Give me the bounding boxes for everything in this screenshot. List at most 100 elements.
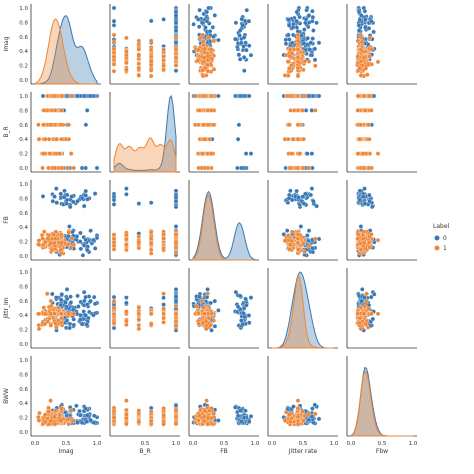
scatter-point-0: [233, 405, 237, 409]
scatter-point-1: [296, 39, 300, 43]
scatter-point-1: [42, 306, 46, 310]
scatter-point-0: [82, 290, 86, 294]
scatter-point-0: [84, 166, 88, 170]
scatter-point-1: [66, 242, 70, 246]
scatter-point-1: [202, 56, 206, 60]
scatter-point-1: [296, 74, 300, 78]
scatter-point-1: [112, 233, 116, 237]
scatter-point-0: [89, 229, 93, 233]
scatter-point-0: [249, 152, 253, 156]
scatter-point-0: [211, 25, 215, 29]
scatter-point-1: [49, 399, 53, 403]
scatter-point-0: [359, 224, 363, 228]
scatter-point-1: [288, 243, 292, 247]
scatter-point-1: [356, 312, 360, 316]
y-tick-label: 0.0: [19, 254, 28, 260]
scatter-point-1: [162, 320, 166, 324]
scatter-point-1: [367, 137, 371, 141]
y-tick-label: 0.2: [19, 328, 28, 334]
scatter-point-0: [359, 13, 363, 17]
scatter-point-0: [369, 295, 373, 299]
scatter-point-0: [369, 19, 373, 23]
scatter-point-0: [84, 295, 88, 299]
scatter-point-1: [59, 248, 63, 252]
scatter-point-0: [291, 25, 295, 29]
scatter-point-0: [124, 301, 128, 305]
scatter-point-0: [203, 25, 207, 29]
scatter-point-1: [112, 299, 116, 303]
scatter-point-1: [201, 306, 205, 310]
y-tick-label: 0.8: [19, 196, 28, 202]
scatter-point-1: [356, 55, 360, 59]
scatter-point-1: [149, 419, 153, 423]
scatter-point-0: [65, 198, 69, 202]
scatter-point-1: [359, 73, 363, 77]
scatter-point-0: [247, 321, 251, 325]
scatter-point-0: [290, 41, 294, 45]
y-tick-label: 0.2: [19, 64, 28, 70]
scatter-point-1: [43, 322, 47, 326]
scatter-point-1: [298, 152, 302, 156]
scatter-point-1: [137, 317, 141, 321]
scatter-point-0: [238, 28, 242, 32]
scatter-point-0: [315, 21, 319, 25]
scatter-point-1: [201, 40, 205, 44]
scatter-point-1: [301, 68, 305, 72]
scatter-point-1: [137, 409, 141, 413]
scatter-point-1: [112, 47, 116, 51]
scatter-point-1: [162, 413, 166, 417]
scatter-point-1: [41, 166, 45, 170]
scatter-point-0: [310, 187, 314, 191]
scatter-point-0: [287, 18, 291, 22]
scatter-point-0: [239, 166, 243, 170]
scatter-point-1: [212, 67, 216, 71]
scatter-point-1: [283, 137, 287, 141]
scatter-point-0: [244, 297, 248, 301]
scatter-point-1: [364, 66, 368, 70]
scatter-point-0: [242, 416, 246, 420]
scatter-point-1: [174, 409, 178, 413]
scatter-point-0: [307, 229, 311, 233]
scatter-point-1: [203, 137, 207, 141]
scatter-point-1: [67, 123, 71, 127]
scatter-point-1: [287, 54, 291, 58]
scatter-point-1: [112, 416, 116, 420]
scatter-point-1: [48, 152, 52, 156]
y-tick-label: 0.8: [19, 20, 28, 26]
scatter-point-1: [137, 327, 141, 331]
scatter-point-1: [211, 39, 215, 43]
scatter-point-1: [66, 166, 70, 170]
y-axis-label: BWW: [3, 388, 10, 404]
scatter-point-0: [290, 198, 294, 202]
scatter-point-0: [67, 224, 71, 228]
scatter-point-0: [82, 204, 86, 208]
scatter-point-1: [49, 123, 53, 127]
scatter-point-1: [137, 73, 141, 77]
scatter-point-1: [361, 233, 365, 237]
scatter-point-1: [296, 137, 300, 141]
scatter-point-0: [85, 197, 89, 201]
scatter-point-1: [307, 244, 311, 248]
scatter-point-1: [37, 327, 41, 331]
scatter-point-1: [209, 152, 213, 156]
scatter-point-1: [53, 237, 57, 241]
scatter-point-0: [112, 198, 116, 202]
scatter-point-0: [370, 205, 374, 209]
scatter-point-0: [192, 22, 196, 26]
scatter-point-1: [162, 422, 166, 426]
scatter-point-1: [194, 94, 198, 98]
y-tick-label: 0.8: [19, 108, 28, 114]
scatter-point-0: [59, 298, 63, 302]
scatter-point-1: [49, 299, 53, 303]
scatter-point-0: [174, 299, 178, 303]
scatter-point-1: [196, 311, 200, 315]
scatter-point-0: [307, 94, 311, 98]
scatter-point-1: [112, 33, 116, 37]
scatter-point-0: [357, 23, 361, 27]
scatter-point-0: [243, 409, 247, 413]
scatter-point-0: [284, 38, 288, 42]
scatter-point-0: [236, 414, 240, 418]
scatter-point-1: [202, 123, 206, 127]
scatter-point-1: [286, 94, 290, 98]
scatter-point-1: [201, 33, 205, 37]
